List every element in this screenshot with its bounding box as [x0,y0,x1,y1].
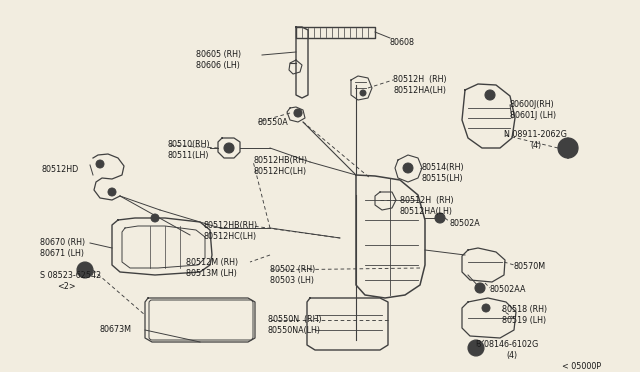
Text: 80502AA: 80502AA [490,285,527,294]
Text: 80512H  (RH): 80512H (RH) [393,75,447,84]
Circle shape [360,90,366,96]
Text: 80515(LH): 80515(LH) [422,174,463,183]
Circle shape [485,90,495,100]
Text: 80608: 80608 [390,38,415,47]
Text: 80605 (RH): 80605 (RH) [196,50,241,59]
Text: 80513M (LH): 80513M (LH) [186,269,237,278]
Polygon shape [112,218,212,275]
FancyBboxPatch shape [149,300,253,340]
Polygon shape [122,226,205,268]
Text: 80512HB(RH): 80512HB(RH) [204,221,258,230]
Circle shape [77,262,93,278]
Text: 80512HA(LH): 80512HA(LH) [400,207,453,216]
Text: 80606 (LH): 80606 (LH) [196,61,240,70]
Text: S: S [83,267,87,273]
Circle shape [224,143,234,153]
Polygon shape [307,298,388,350]
Polygon shape [287,107,305,122]
Text: 80511(LH): 80511(LH) [168,151,209,160]
Text: S 08523-62542: S 08523-62542 [40,271,101,280]
Text: 80512HC(LH): 80512HC(LH) [204,232,257,241]
Text: 80550N  (RH): 80550N (RH) [268,315,322,324]
Polygon shape [462,248,505,282]
Circle shape [475,283,485,293]
Text: 80519 (LH): 80519 (LH) [502,316,546,325]
Text: 80673M: 80673M [100,325,132,334]
Circle shape [403,163,413,173]
Text: 80601J (LH): 80601J (LH) [510,111,556,120]
Text: 80512HC(LH): 80512HC(LH) [253,167,306,176]
Polygon shape [559,138,577,158]
Text: B 08146-6102G: B 08146-6102G [476,340,538,349]
Text: B: B [474,346,479,350]
Text: N: N [565,145,571,151]
Circle shape [108,188,116,196]
Circle shape [294,109,302,117]
Text: <2>: <2> [57,282,76,291]
Polygon shape [462,298,516,338]
Text: 80512HD: 80512HD [42,165,79,174]
Text: 80512HB(RH): 80512HB(RH) [253,156,307,165]
Text: 80518 (RH): 80518 (RH) [502,305,547,314]
Polygon shape [356,175,425,298]
Text: < 05000P: < 05000P [562,362,601,371]
Circle shape [482,304,490,312]
Polygon shape [375,192,396,210]
Text: 80600J(RH): 80600J(RH) [510,100,555,109]
Text: 80512H  (RH): 80512H (RH) [400,196,454,205]
Text: 80514(RH): 80514(RH) [422,163,465,172]
Circle shape [468,340,484,356]
Text: (4): (4) [506,351,517,360]
Polygon shape [296,27,375,38]
Text: 80550NA(LH): 80550NA(LH) [268,326,321,335]
Text: 80550A: 80550A [258,118,289,127]
Text: 80512HA(LH): 80512HA(LH) [393,86,446,95]
Text: 80570M: 80570M [514,262,546,271]
Circle shape [558,138,578,158]
Polygon shape [462,84,515,148]
Text: 80510(RH): 80510(RH) [168,140,211,149]
Polygon shape [145,298,255,342]
Text: 80502 (RH): 80502 (RH) [270,265,316,274]
Text: 80503 (LH): 80503 (LH) [270,276,314,285]
Circle shape [435,213,445,223]
Circle shape [96,160,104,168]
Text: N 08911-2062G: N 08911-2062G [504,130,567,139]
Polygon shape [395,155,422,182]
Polygon shape [218,138,240,158]
Circle shape [151,214,159,222]
Polygon shape [351,76,372,100]
Text: 80670 (RH): 80670 (RH) [40,238,85,247]
Text: 80512M (RH): 80512M (RH) [186,258,238,267]
Text: (4): (4) [530,141,541,150]
Polygon shape [289,60,302,74]
Polygon shape [296,27,308,98]
Text: 80671 (LH): 80671 (LH) [40,249,84,258]
Text: 80502A: 80502A [450,219,481,228]
